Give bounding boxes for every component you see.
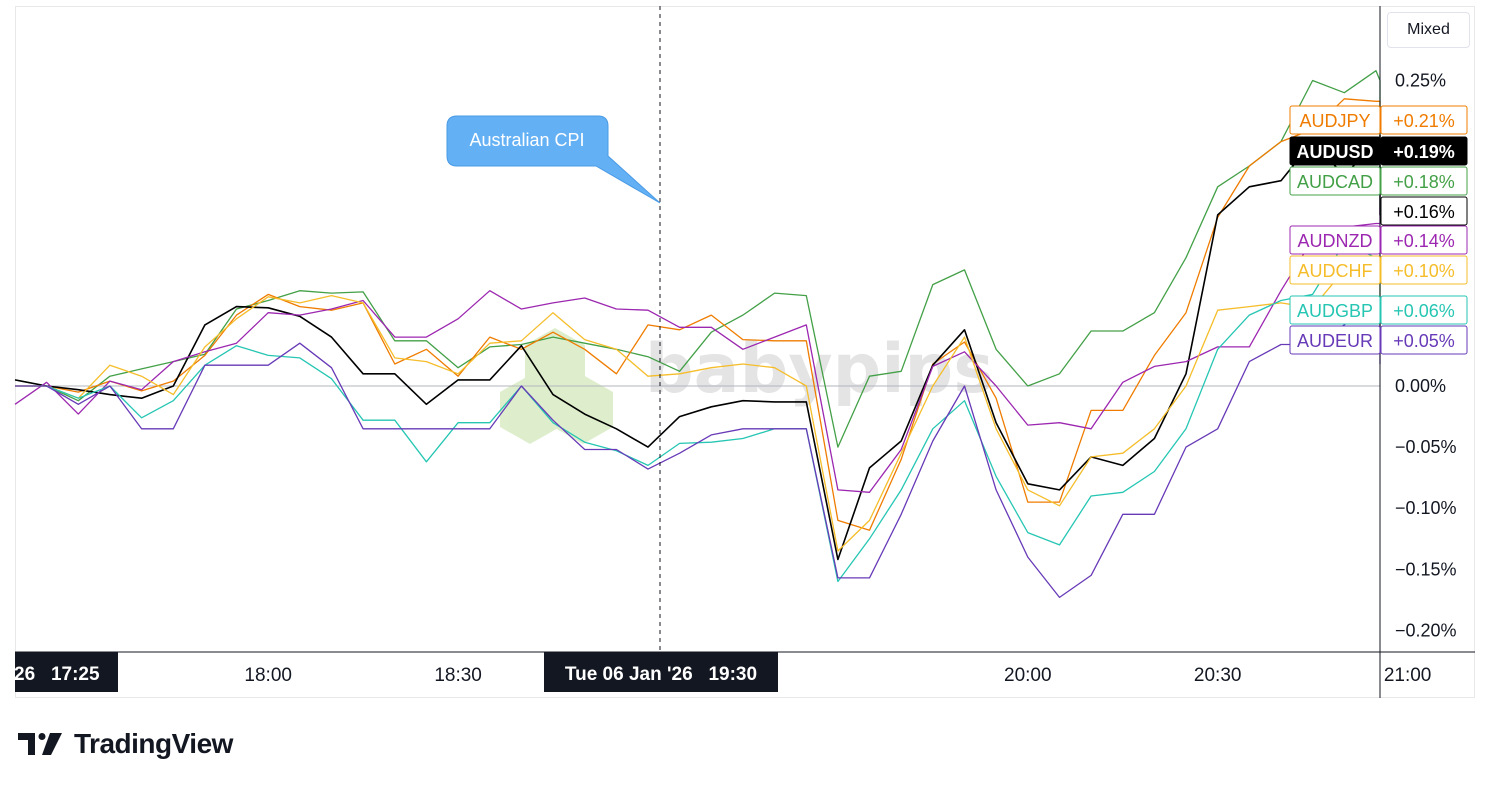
price-tags: AUDJPY +0.21% AUDUSD +0.19% AUDCAD +0.18% +0.1… bbox=[1289, 105, 1468, 355]
price-tag-audusd: AUDUSD +0.19% bbox=[1289, 136, 1468, 166]
crosshair-time-badge: Tue 06 Jan '26 19:30 bbox=[544, 652, 778, 692]
price-tag-value: +0.05% bbox=[1393, 331, 1455, 351]
time-axis-tick-label: 20:00 bbox=[1004, 665, 1052, 686]
series-line-audnzd bbox=[14, 208, 1381, 493]
price-tag-audnzd: AUDNZD +0.14% bbox=[1289, 225, 1468, 255]
price-tag-audjpy: AUDJPY +0.21% bbox=[1289, 105, 1468, 135]
tradingview-logo-icon bbox=[18, 733, 62, 755]
callout-annotation[interactable]: Australian CPI bbox=[446, 115, 661, 204]
time-axis-tick-label: 20:30 bbox=[1194, 665, 1242, 686]
callout-text: Australian CPI bbox=[469, 130, 584, 150]
price-tag-audcad: AUDCAD +0.18% bbox=[1289, 166, 1468, 196]
price-tag-symbol: AUDJPY bbox=[1299, 111, 1370, 131]
price-axis-tick-label: −0.05% bbox=[1395, 437, 1457, 457]
price-axis-tick-label: 0.25% bbox=[1395, 71, 1446, 91]
price-tag-symbol: AUDGBP bbox=[1297, 301, 1373, 321]
price-axis-tick-label: −0.10% bbox=[1395, 498, 1457, 518]
price-tag-value: +0.10% bbox=[1393, 261, 1455, 281]
time-axis-tick-label: 18:30 bbox=[434, 665, 482, 686]
price-tag-symbol: AUDUSD bbox=[1296, 142, 1373, 162]
price-tag-value: +0.21% bbox=[1393, 111, 1455, 131]
price-tag-symbol: AUDCHF bbox=[1298, 261, 1373, 281]
price-tag-value: +0.18% bbox=[1393, 172, 1455, 192]
price-axis-tick-label: −0.15% bbox=[1395, 559, 1457, 579]
price-axis[interactable]: 0.25% 0.00% −0.05% −0.10% −0.15% −0.20% bbox=[1395, 71, 1457, 641]
left-time-badge: 26 17:25 bbox=[14, 652, 118, 692]
price-tag-audusd-secondary: +0.16% bbox=[1380, 196, 1468, 226]
tradingview-brand[interactable]: TradingView bbox=[18, 728, 233, 760]
price-tag-symbol: AUDEUR bbox=[1297, 331, 1373, 351]
time-axis-tick-label: 18:00 bbox=[244, 665, 292, 686]
price-tag-audgbp: AUDGBP +0.06% bbox=[1289, 295, 1468, 325]
babypips-logo-icon bbox=[500, 328, 613, 444]
price-axis-tick-label: −0.20% bbox=[1395, 620, 1457, 640]
chart-frame bbox=[15, 6, 1475, 698]
series-line-audgbp bbox=[15, 242, 1381, 583]
brand-name: TradingView bbox=[74, 728, 233, 759]
callout-bubble bbox=[446, 115, 661, 204]
price-tag-audchf: AUDCHF +0.10% bbox=[1289, 255, 1468, 285]
time-axis-tick-label: 21:00 bbox=[1384, 665, 1432, 686]
series-line-audjpy bbox=[15, 98, 1381, 531]
left-time-label: 26 17:25 bbox=[14, 664, 100, 685]
price-tag-value: +0.14% bbox=[1393, 231, 1455, 251]
price-tag-symbol: AUDCAD bbox=[1297, 172, 1373, 192]
price-tag-value: +0.06% bbox=[1393, 301, 1455, 321]
price-tag-value: +0.16% bbox=[1393, 202, 1455, 222]
price-tag-audeur: AUDEUR +0.05% bbox=[1289, 325, 1468, 355]
scale-mode-button[interactable]: Mixed bbox=[1387, 12, 1470, 48]
price-tag-value: +0.19% bbox=[1393, 142, 1455, 162]
price-tag-symbol: AUDNZD bbox=[1298, 231, 1373, 251]
watermark-text: babypips bbox=[645, 330, 994, 409]
price-axis-tick-label: 0.00% bbox=[1395, 376, 1446, 396]
crosshair-time-label: Tue 06 Jan '26 19:30 bbox=[565, 664, 757, 685]
series-line-audcad bbox=[14, 70, 1381, 448]
